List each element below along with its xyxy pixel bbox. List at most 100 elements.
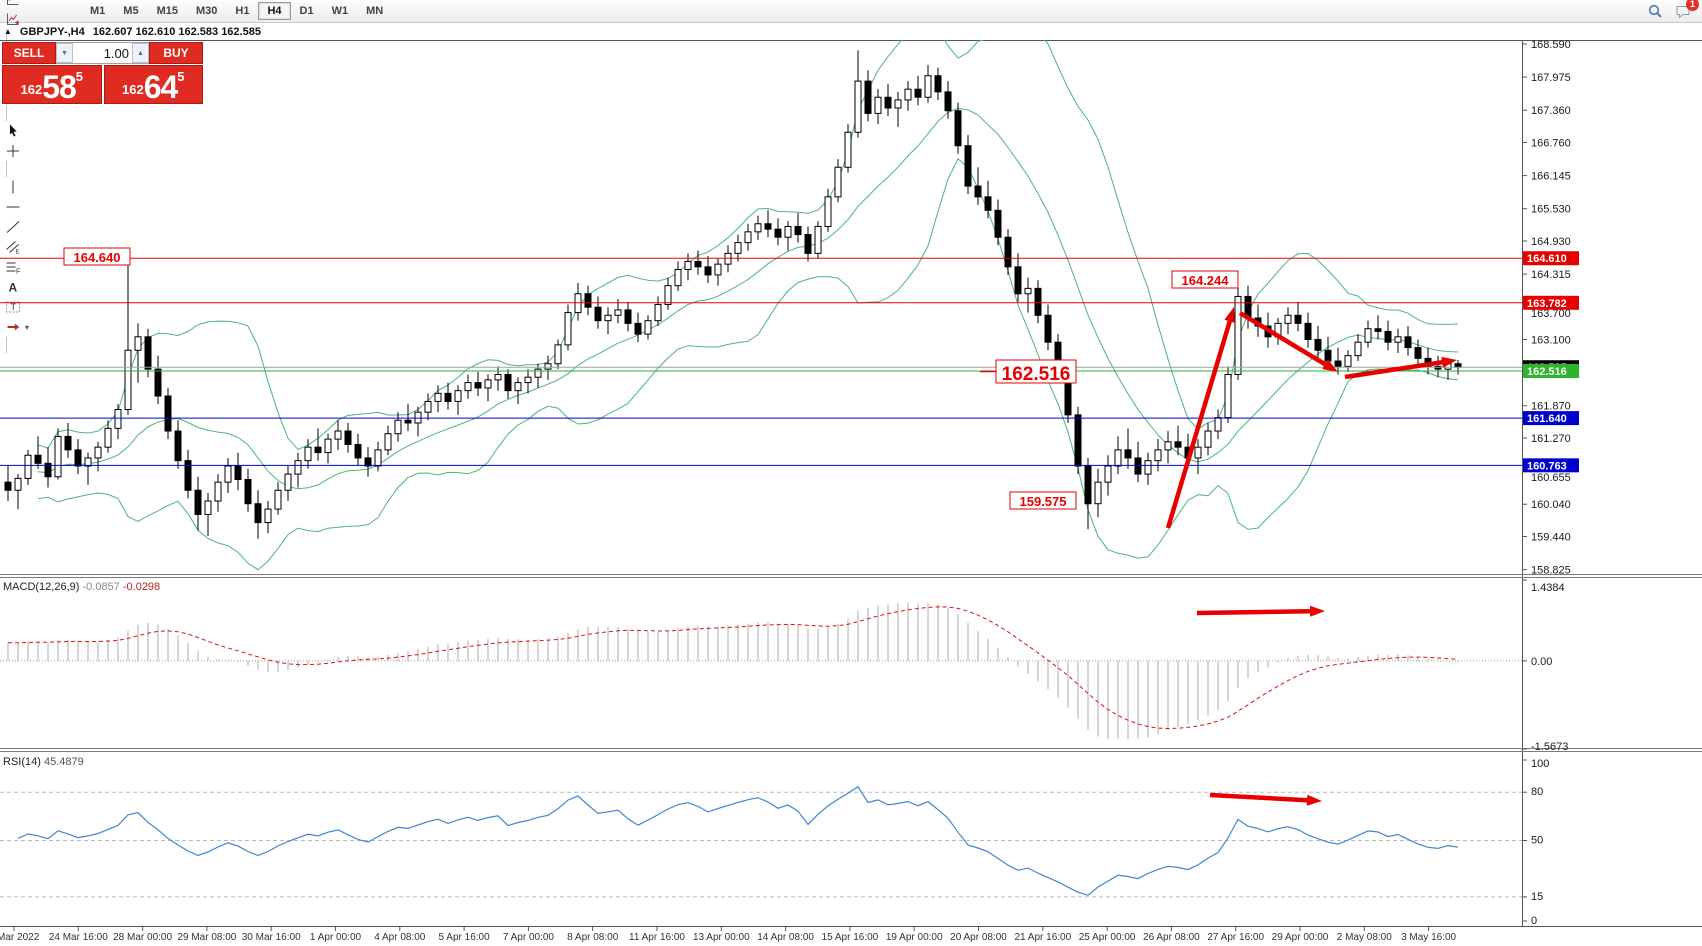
svg-text:167.360: 167.360	[1531, 105, 1571, 117]
vline-button[interactable]	[2, 177, 24, 197]
fibonacci-button[interactable]: F	[2, 257, 24, 277]
trendline-button[interactable]	[2, 217, 24, 237]
svg-text:T: T	[11, 302, 17, 312]
chevron-down-icon: ▾	[25, 322, 30, 332]
svg-text:4 Apr 08:00: 4 Apr 08:00	[374, 932, 426, 943]
svg-text:30 Mar 16:00: 30 Mar 16:00	[242, 932, 301, 943]
timeframe-mn[interactable]: MN	[357, 2, 392, 20]
svg-text:80: 80	[1531, 786, 1543, 798]
chart-shift-button[interactable]	[2, 0, 24, 9]
search-icon	[1648, 4, 1662, 18]
fibonacci-icon: F	[6, 262, 20, 275]
cursor-icon	[10, 124, 17, 137]
chart-autoscroll-icon	[7, 13, 19, 25]
svg-text:164.610: 164.610	[1527, 253, 1567, 265]
chart-shift-icon	[7, 0, 19, 5]
svg-text:19 Apr 00:00: 19 Apr 00:00	[886, 932, 943, 943]
timeframe-m30[interactable]: M30	[187, 2, 226, 20]
svg-text:27 Apr 16:00: 27 Apr 16:00	[1207, 932, 1264, 943]
channel-icon: E	[6, 241, 20, 256]
chat-button[interactable]: 1	[1672, 0, 1699, 21]
svg-text:100: 100	[1531, 758, 1549, 770]
timeframe-m5[interactable]: M5	[114, 2, 147, 20]
sell-price-pips: 58	[42, 68, 77, 105]
svg-text:160.040: 160.040	[1531, 499, 1571, 511]
volume-increase-button[interactable]: ▲	[132, 43, 149, 63]
collapse-triangle-icon: ▲	[4, 27, 12, 36]
arrows-icon	[7, 323, 20, 331]
trend-arrows[interactable]	[1165, 307, 1457, 806]
crosshair-button[interactable]	[2, 141, 24, 161]
svg-text:161.870: 161.870	[1531, 401, 1571, 413]
timeframe-h1[interactable]: H1	[226, 2, 258, 20]
volume-decrease-button[interactable]: ▼	[56, 43, 73, 63]
timeframe-d1[interactable]: D1	[291, 2, 323, 20]
buy-button[interactable]: BUY	[149, 42, 203, 64]
volume-input[interactable]	[73, 43, 132, 63]
search-button[interactable]	[1644, 1, 1666, 21]
toolbar-right: 1	[1644, 0, 1699, 21]
sell-price-tile[interactable]: 162 58 5	[2, 65, 102, 104]
symbol-name: GBPJPY-,H4	[19, 25, 85, 38]
timeframe-w1[interactable]: W1	[323, 2, 358, 20]
svg-text:29 Apr 00:00: 29 Apr 00:00	[1272, 932, 1329, 943]
svg-text:25 Apr 00:00: 25 Apr 00:00	[1079, 932, 1136, 943]
sell-price-point: 5	[75, 69, 84, 84]
hline-button[interactable]	[2, 197, 24, 217]
svg-text:RSI(14) 45.4879: RSI(14) 45.4879	[3, 756, 84, 768]
channel-button[interactable]: E	[2, 237, 24, 257]
svg-text:165.530: 165.530	[1531, 204, 1571, 216]
symbol-info-bar: ▲ GBPJPY-,H4 162.607 162.610 162.583 162…	[0, 23, 1702, 40]
svg-text:14 Apr 08:00: 14 Apr 08:00	[757, 932, 814, 943]
trendline-icon	[6, 221, 20, 233]
crosshair-icon	[7, 145, 19, 157]
svg-text:MACD(12,26,9) -0.0857 -0.0298: MACD(12,26,9) -0.0857 -0.0298	[3, 581, 160, 593]
svg-text:1.4384: 1.4384	[1531, 582, 1565, 594]
svg-text:3 Mar 2022: 3 Mar 2022	[0, 932, 40, 943]
buy-price-tile[interactable]: 162 64 5	[103, 65, 203, 105]
svg-text:0.00: 0.00	[1531, 656, 1552, 668]
svg-text:2 May 08:00: 2 May 08:00	[1337, 932, 1392, 943]
symbol-ohlc: 162.607 162.610 162.583 162.585	[92, 25, 261, 38]
timeframe-m1[interactable]: M1	[81, 2, 114, 20]
cursor-button[interactable]	[2, 121, 24, 141]
horizontal-levels[interactable]: 164.610163.782162.585162.516161.640160.7…	[0, 251, 1579, 473]
price-chart-canvas[interactable]: 168.590 167.975 167.360 166.760 166.145 165.5…	[0, 40, 1702, 946]
svg-text:164.315: 164.315	[1531, 269, 1571, 281]
buy-price-point: 5	[177, 69, 185, 84]
time-axis: 3 Mar 2022 24 Mar 16:00 28 Mar 00:00 29 Mar…	[0, 926, 1457, 943]
label-icon: T	[6, 301, 20, 313]
text-button[interactable]: A	[2, 277, 24, 297]
svg-text:24 Mar 16:00: 24 Mar 16:00	[49, 932, 108, 943]
timeframe-m15[interactable]: M15	[148, 2, 187, 20]
svg-text:166.145: 166.145	[1531, 171, 1571, 183]
buy-price-pips: 64	[143, 68, 179, 105]
sell-button[interactable]: SELL	[2, 42, 56, 64]
svg-text:159.575: 159.575	[1020, 494, 1067, 509]
chart-frame	[0, 40, 1702, 927]
chart-autoscroll-button[interactable]	[2, 9, 24, 29]
timeframe-h4[interactable]: H4	[258, 2, 291, 20]
vline-icon	[12, 180, 14, 194]
svg-text:0: 0	[1531, 915, 1537, 927]
bollinger-bands	[37, 40, 1459, 571]
svg-text:13 Apr 00:00: 13 Apr 00:00	[693, 932, 750, 943]
chart-area: 168.590 167.975 167.360 166.760 166.145 165.5…	[0, 40, 1702, 946]
svg-text:162.516: 162.516	[1002, 364, 1071, 385]
svg-text:166.760: 166.760	[1531, 137, 1571, 149]
svg-text:163.100: 163.100	[1531, 335, 1571, 347]
svg-text:-1.5673: -1.5673	[1531, 741, 1568, 753]
svg-text:1 Apr 00:00: 1 Apr 00:00	[310, 932, 362, 943]
svg-text:5 Apr 16:00: 5 Apr 16:00	[439, 932, 491, 943]
arrows-button[interactable]: ▾	[2, 317, 32, 337]
toolbar-separator	[6, 161, 7, 177]
svg-text:164.930: 164.930	[1531, 236, 1571, 248]
price-callouts[interactable]: 164.640 164.244 162.516 159.575	[63, 247, 1239, 510]
svg-text:21 Apr 16:00: 21 Apr 16:00	[1014, 932, 1071, 943]
toolbar-separator	[6, 29, 7, 45]
svg-text:26 Apr 08:00: 26 Apr 08:00	[1143, 932, 1200, 943]
svg-text:158.825: 158.825	[1531, 565, 1571, 577]
svg-text:E: E	[16, 250, 20, 256]
label-button[interactable]: T	[2, 297, 24, 317]
